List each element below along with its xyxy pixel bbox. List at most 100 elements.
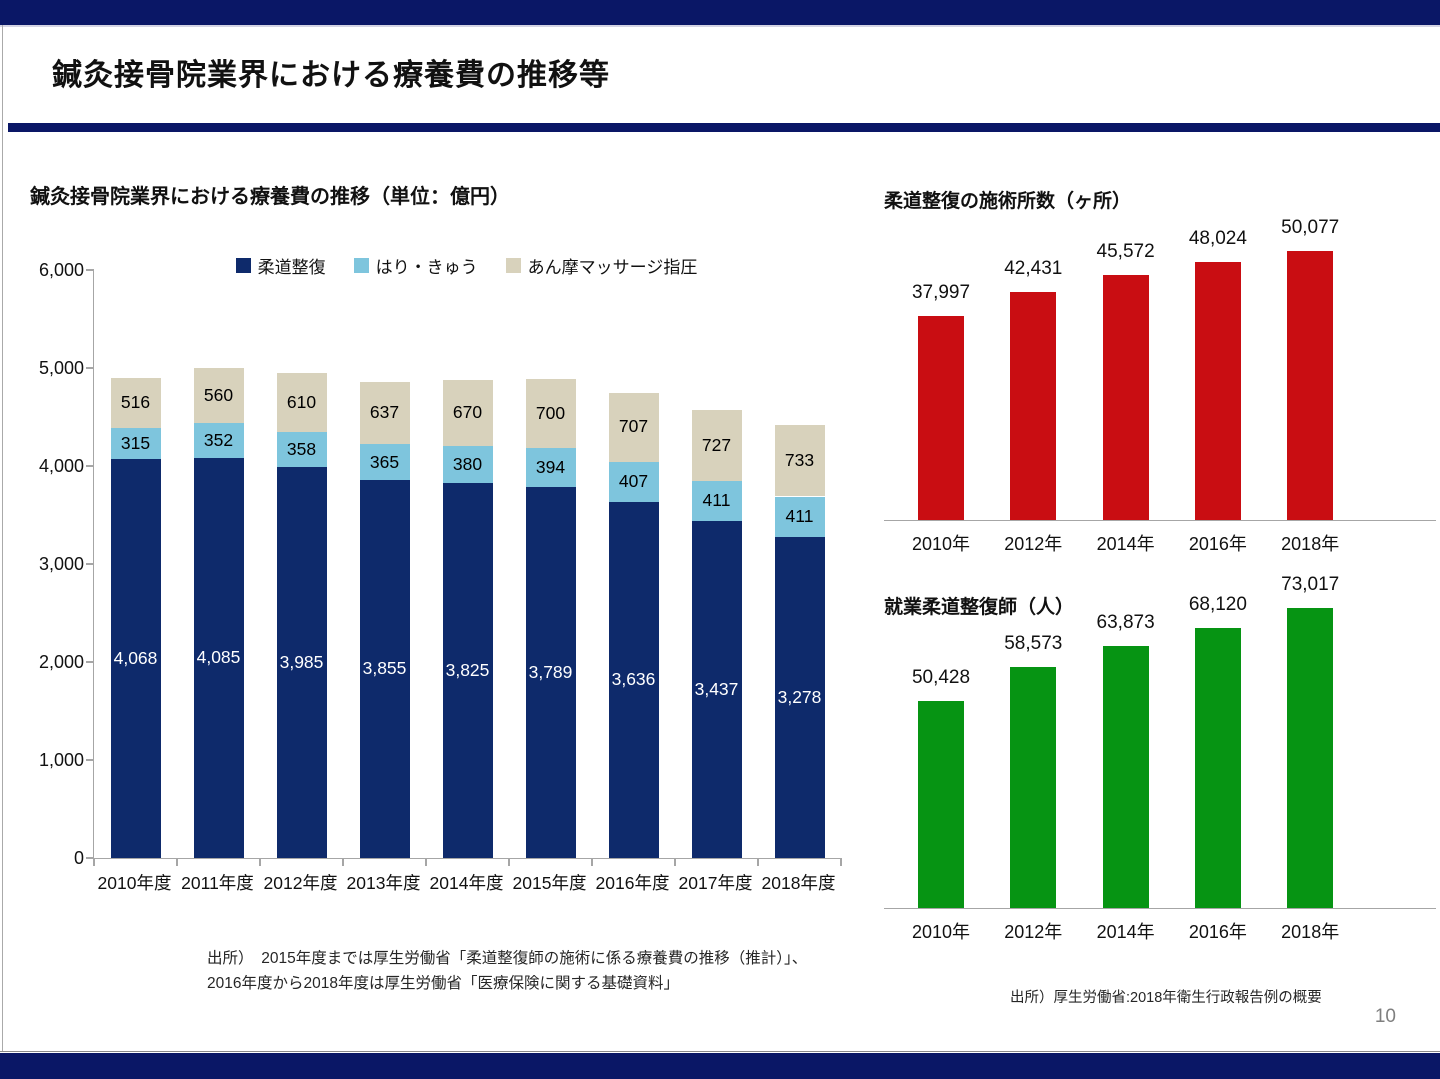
x-axis-category-label: 2014年	[1096, 922, 1155, 942]
x-axis-tick-mark	[93, 858, 95, 866]
x-axis-tick-mark	[757, 858, 759, 866]
bar-segment-あん摩マッサージ指圧: 516	[110, 377, 161, 429]
bar-value-label: 42,431	[1004, 258, 1063, 280]
bar-segment-はり・きゅう: 411	[691, 480, 742, 522]
x-axis-tick-mark	[259, 858, 261, 866]
bar-segment-柔道整復: 3,855	[359, 480, 410, 858]
x-axis-category-label: 2010年	[911, 534, 971, 554]
bottom-accent-band	[0, 1053, 1440, 1079]
source-note-left-line2: 2016年度から2018年度は厚生労働省「医療保険に関する基礎資料」	[207, 975, 679, 992]
stacked-bar-chart-plot: 0 1,000 2,000 3,000 4,000 5,000 6,000 4,068 315 5…	[39, 260, 842, 868]
y-axis-tick-mark	[86, 759, 94, 761]
bar-segment-value-label: 516	[120, 392, 151, 413]
bar-segment-はり・きゅう: 315	[110, 428, 161, 460]
x-axis-category-label: 2016年	[1188, 922, 1247, 942]
bar-segment-あん摩マッサージ指圧: 670	[442, 380, 493, 446]
bar-segment-value-label: 727	[701, 434, 732, 455]
bar-value-label: 63,873	[1096, 611, 1155, 633]
bar-segment-柔道整復: 3,278	[774, 536, 825, 858]
bar-2014年	[1102, 645, 1149, 908]
x-axis-category-label: 2014年	[1096, 534, 1155, 554]
y-axis-tick-label: 4,000	[38, 456, 84, 476]
bar-value-label: 50,428	[911, 666, 971, 688]
bar-segment-value-label: 733	[784, 449, 815, 470]
bar-segment-あん摩マッサージ指圧: 733	[774, 424, 825, 497]
bar-segment-はり・きゅう: 411	[774, 496, 825, 537]
bar-segment-柔道整復: 3,789	[525, 486, 576, 858]
practitioners-bar-chart-plot: 50,428 58,573 63,873 68,120 73,017	[884, 568, 1436, 909]
legend-label: あん摩マッサージ指圧	[527, 258, 698, 277]
bar-value-label: 50,077	[1281, 217, 1340, 238]
x-axis-category-label: 2017年度	[678, 873, 753, 893]
y-axis-tick-label: 1,000	[38, 750, 84, 770]
bar-2016年	[1194, 262, 1241, 520]
y-axis-tick-mark	[86, 465, 94, 467]
bar-segment-value-label: 4,085	[196, 647, 241, 668]
bar-2010年	[918, 315, 964, 520]
bar-2010年	[918, 700, 964, 908]
bar-segment-はり・きゅう: 394	[525, 448, 576, 487]
bar-segment-柔道整復: 4,068	[110, 459, 161, 858]
source-note-left: 出所） 2015年度までは厚生労働省「柔道整復師の施術に係る療養費の推移（推計）…	[207, 946, 887, 996]
x-axis-tick-mark	[840, 858, 842, 866]
bar-segment-value-label: 315	[120, 433, 151, 454]
bar-segment-value-label: 3,855	[362, 658, 407, 679]
bar-value-label: 48,024	[1188, 228, 1247, 250]
stacked-chart-legend: 柔道整復 はり・きゅう あん摩マッサージ指圧	[93, 253, 840, 278]
bar-segment-value-label: 352	[203, 429, 234, 450]
legend-label: 柔道整復	[257, 258, 326, 277]
x-axis-tick-mark	[591, 858, 593, 866]
page-number: 10	[1374, 1006, 1396, 1027]
x-axis-tick-mark	[342, 858, 344, 866]
bar-segment-value-label: 700	[535, 403, 566, 424]
title-divider-rule	[8, 123, 1440, 132]
page-title: 鍼灸接骨院業界における療養費の推移等	[52, 59, 610, 92]
bar-segment-はり・きゅう: 407	[608, 461, 659, 502]
x-axis-category-label: 2015年度	[512, 873, 587, 893]
legend-label: はり・きゅう	[375, 258, 478, 277]
bar-segment-value-label: 380	[452, 453, 483, 474]
bar-2012年	[1010, 292, 1057, 520]
bar-segment-value-label: 610	[286, 391, 317, 412]
bar-segment-あん摩マッサージ指圧: 560	[193, 368, 244, 424]
bar-segment-value-label: 3,985	[279, 651, 324, 672]
y-axis-tick-mark	[86, 367, 94, 369]
bar-segment-value-label: 707	[618, 416, 649, 437]
x-axis-tick-mark	[508, 858, 510, 866]
x-axis-category-label: 2010年度	[97, 873, 172, 893]
bar-segment-value-label: 637	[369, 402, 400, 423]
x-axis-category-label: 2010年	[911, 922, 971, 942]
x-axis-category-label: 2012年	[1004, 534, 1063, 554]
source-note-left-line1: 出所） 2015年度までは厚生労働省「柔道整復師の施術に係る療養費の推移（推計）…	[207, 950, 808, 967]
x-axis-category-label: 2012年度	[263, 873, 338, 893]
y-axis-tick-label: 5,000	[38, 358, 84, 378]
bar-segment-あん摩マッサージ指圧: 727	[691, 409, 742, 481]
y-axis-tick-mark	[86, 857, 94, 859]
bar-segment-はり・きゅう: 380	[442, 445, 493, 484]
bar-segment-柔道整復: 3,437	[691, 521, 742, 858]
practitioners-chart-x-axis-labels: 2010年 2012年 2014年 2016年 2018年	[884, 918, 1436, 944]
bar-2018年	[1287, 251, 1334, 520]
bar-segment-はり・きゅう: 365	[359, 444, 410, 481]
x-axis-category-label: 2018年	[1281, 534, 1340, 554]
bar-segment-あん摩マッサージ指圧: 637	[359, 382, 410, 445]
bar-segment-value-label: 394	[535, 456, 566, 477]
clinics-chart-title: 柔道整復の施術所数（ヶ所）	[884, 191, 1132, 212]
y-axis-tick-label: 2,000	[38, 652, 84, 672]
bar-segment-value-label: 3,789	[528, 661, 573, 682]
bar-segment-value-label: 411	[702, 490, 731, 511]
x-axis-category-label: 2011年度	[181, 873, 254, 893]
y-axis-tick-label: 3,000	[38, 554, 84, 574]
bar-segment-value-label: 411	[785, 505, 814, 526]
bar-value-label: 73,017	[1281, 574, 1340, 595]
bar-segment-柔道整復: 3,636	[608, 501, 659, 858]
bar-2018年	[1287, 608, 1334, 908]
bar-segment-柔道整復: 3,985	[276, 467, 327, 858]
y-axis-tick-mark	[86, 563, 94, 565]
y-axis-tick-label: 0	[73, 848, 84, 868]
bar-segment-柔道整復: 3,825	[442, 483, 493, 858]
x-axis-tick-mark	[176, 858, 178, 866]
top-accent-band	[0, 0, 1440, 27]
clinics-chart-x-axis-labels: 2010年 2012年 2014年 2016年 2018年	[884, 530, 1436, 556]
bar-value-label: 45,572	[1096, 241, 1155, 263]
